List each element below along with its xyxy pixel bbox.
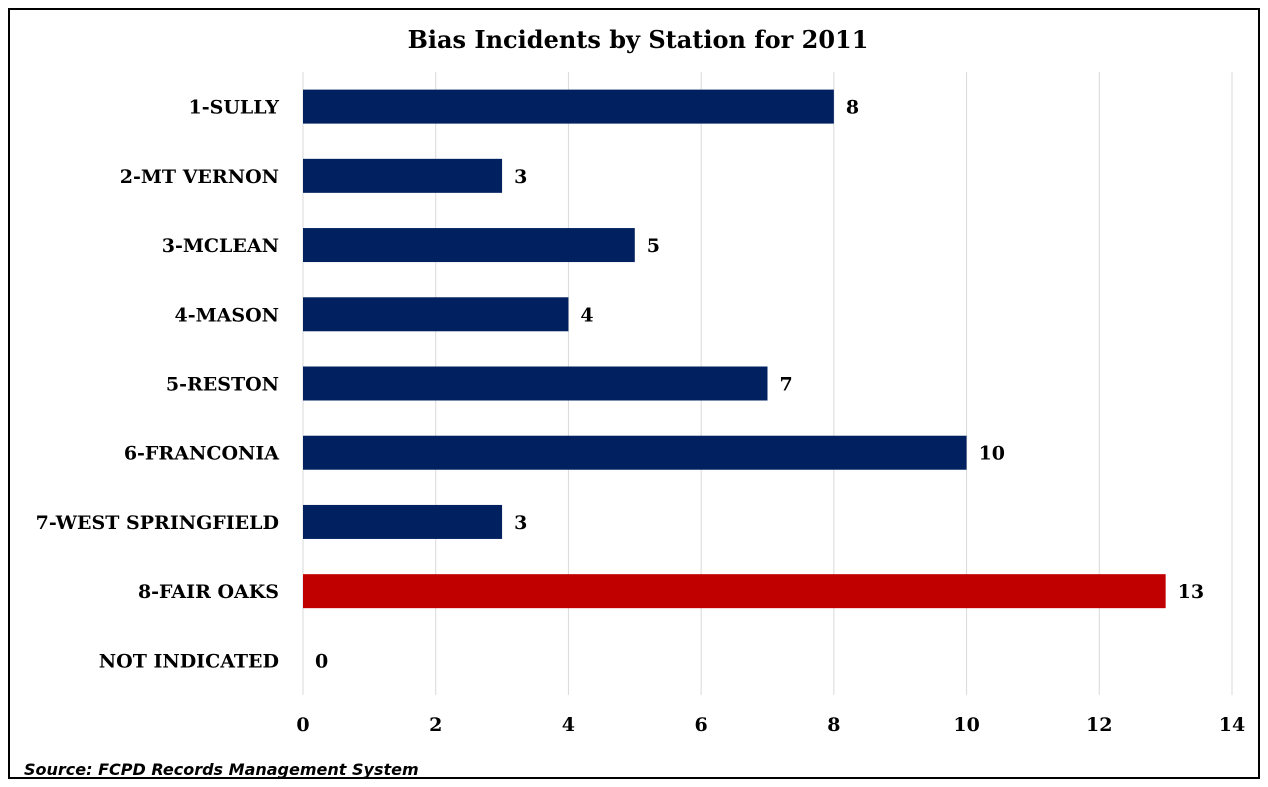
x-tick-label: 0 [296,714,309,736]
data-label: 3 [514,166,527,188]
data-label: 5 [647,235,660,257]
x-tick-label: 10 [953,714,979,736]
x-tick-label: 2 [429,714,442,736]
data-label: 7 [780,374,793,396]
data-label: 0 [315,650,328,672]
bar [303,574,1166,609]
bar [303,158,503,193]
category-label: NOT INDICATED [99,650,279,672]
bar [303,366,768,401]
category-labels: 1-SULLY 2-MT VERNON 3-MCLEAN 4-MASON 5-RESTO… [36,97,280,673]
data-label: 4 [580,304,593,326]
bar [303,89,834,124]
bar [303,228,635,263]
bar [303,297,569,332]
category-label: 7-WEST SPRINGFIELD [36,512,279,534]
source-note: Source: FCPD Records Management System [24,760,419,779]
category-label: 8-FAIR OAKS [138,581,279,603]
data-label: 13 [1178,581,1204,603]
data-label: 10 [979,443,1005,465]
x-tick-label: 8 [827,714,840,736]
data-labels: 8 3 5 4 7 10 3 13 0 [315,97,1204,673]
x-tick-label: 12 [1086,714,1112,736]
data-label: 8 [846,97,859,119]
x-tick-label: 4 [562,714,575,736]
x-tick-label: 6 [695,714,708,736]
bar [303,504,503,539]
category-label: 6-FRANCONIA [124,443,279,465]
category-label: 1-SULLY [189,97,280,119]
data-label: 3 [514,512,527,534]
x-tick-label: 14 [1219,714,1245,736]
category-label: 2-MT VERNON [120,166,279,188]
bars [303,89,1166,609]
bar [303,435,967,470]
chart-title: Bias Incidents by Station for 2011 [408,25,869,54]
category-label: 4-MASON [174,304,279,326]
x-axis-tick-labels: 0 2 4 6 8 10 12 14 [296,714,1245,736]
category-label: 5-RESTON [166,374,279,396]
category-label: 3-MCLEAN [162,235,279,257]
